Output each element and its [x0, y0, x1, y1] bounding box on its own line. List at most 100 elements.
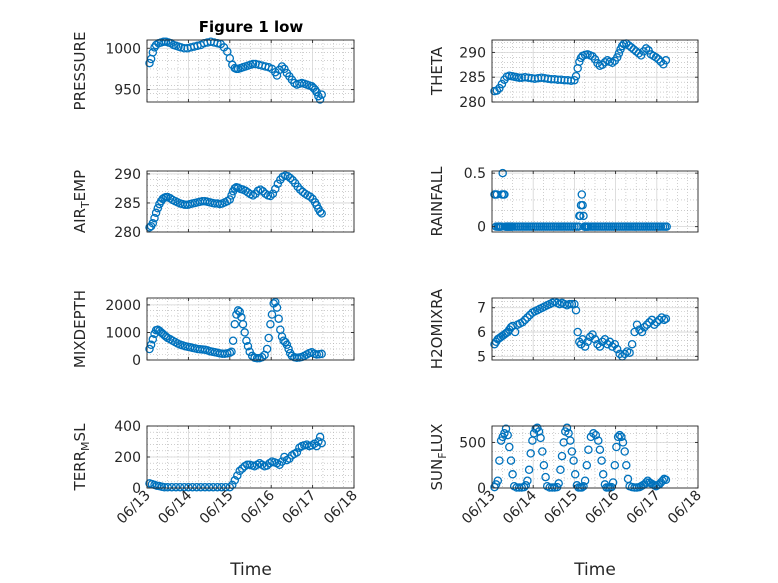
data-point: [579, 211, 588, 221]
data-point: [598, 60, 607, 70]
series-terr-msl: [145, 432, 326, 492]
data-point: [503, 430, 512, 440]
data-point: [566, 436, 575, 445]
data-point: [295, 185, 305, 194]
data-point: [315, 207, 325, 216]
data-point: [536, 433, 545, 443]
series-sun-flux: [490, 423, 671, 492]
data-point: [277, 457, 287, 466]
data-point: [600, 335, 610, 344]
data-point: [283, 171, 293, 181]
data-point: [640, 322, 649, 332]
y-axis-label: RAINFALL: [428, 166, 446, 237]
y-tick-label: 950: [114, 83, 141, 99]
data-point: [225, 348, 235, 358]
data-point: [650, 320, 659, 329]
axes-box: [146, 170, 355, 233]
y-tick-label: 1000: [105, 41, 141, 57]
y-tick-label: 1000: [105, 325, 141, 341]
data-point: [622, 460, 631, 470]
data-point: [612, 344, 622, 354]
data-point: [658, 476, 667, 485]
data-point: [498, 168, 507, 178]
data-point: [233, 306, 243, 315]
data-point: [315, 95, 325, 104]
data-point: [582, 460, 592, 470]
data-point: [637, 327, 647, 337]
data-point: [518, 318, 527, 327]
data-point: [148, 219, 158, 228]
y-tick-label: 0: [477, 481, 486, 497]
data-point: [235, 466, 244, 476]
data-point: [161, 332, 171, 341]
data-point: [235, 307, 244, 317]
data-point: [248, 59, 258, 69]
y-axis-label-subscript: M: [79, 441, 92, 451]
data-point: [584, 445, 593, 454]
data-point: [570, 75, 579, 85]
chart-pressure: 950 1000 PRESSURE: [71, 32, 355, 110]
data-point: [557, 451, 567, 461]
data-point: [562, 423, 572, 433]
data-point: [579, 481, 588, 491]
data-point: [305, 192, 315, 201]
data-point: [188, 482, 197, 492]
data-point: [608, 478, 618, 487]
data-point: [635, 325, 644, 334]
data-point: [228, 336, 238, 345]
axes-box: [491, 425, 699, 489]
data-point: [565, 299, 574, 309]
y-axis-label-subscript: F: [436, 452, 449, 458]
series-mixdepth: [145, 297, 326, 363]
series-theta: [490, 39, 671, 96]
data-point: [243, 341, 253, 351]
chart-rainfall: 0 0.5 RAINFALL: [428, 166, 699, 237]
data-point: [271, 297, 280, 307]
y-tick-label: 5: [477, 349, 486, 365]
data-point: [661, 56, 671, 65]
data-point: [213, 482, 222, 492]
data-point: [521, 481, 531, 490]
y-axis-label-main: AIR: [71, 208, 89, 233]
data-point: [571, 305, 581, 315]
y-tick-label: 0: [132, 353, 141, 369]
data-point: [595, 342, 605, 351]
data-point: [662, 222, 671, 231]
y-tick-label: 2000: [105, 298, 141, 314]
data-point: [266, 191, 275, 201]
y-axis-label-rest: LUX: [428, 424, 446, 453]
data-point: [204, 482, 214, 492]
data-point: [615, 430, 624, 440]
data-point: [570, 470, 580, 479]
data-point: [227, 191, 236, 200]
data-point: [171, 482, 181, 492]
data-point: [573, 327, 582, 337]
data-point: [610, 339, 620, 349]
data-point: [151, 208, 161, 218]
data-point: [661, 475, 671, 485]
data-point: [277, 62, 287, 71]
data-point: [148, 48, 158, 57]
data-point: [508, 470, 517, 479]
series-pressure: [145, 37, 326, 104]
data-point: [608, 58, 617, 68]
data-point: [526, 449, 535, 458]
data-point: [615, 349, 624, 359]
y-tick-label: 6: [477, 325, 486, 341]
data-point: [612, 442, 621, 452]
data-point: [594, 436, 603, 445]
data-point: [605, 337, 615, 347]
y-tick-label: 500: [459, 435, 486, 451]
axes-box: [146, 297, 355, 361]
data-point: [656, 57, 666, 67]
data-point: [230, 184, 240, 193]
data-point: [520, 315, 530, 325]
y-tick-label: 285: [459, 70, 486, 86]
data-point: [268, 189, 278, 198]
series-air-temp: [145, 171, 326, 232]
data-point: [272, 303, 282, 312]
data-point: [150, 213, 159, 223]
chart-theta: 280 285 290 THETA: [428, 39, 699, 111]
data-point: [505, 442, 514, 452]
